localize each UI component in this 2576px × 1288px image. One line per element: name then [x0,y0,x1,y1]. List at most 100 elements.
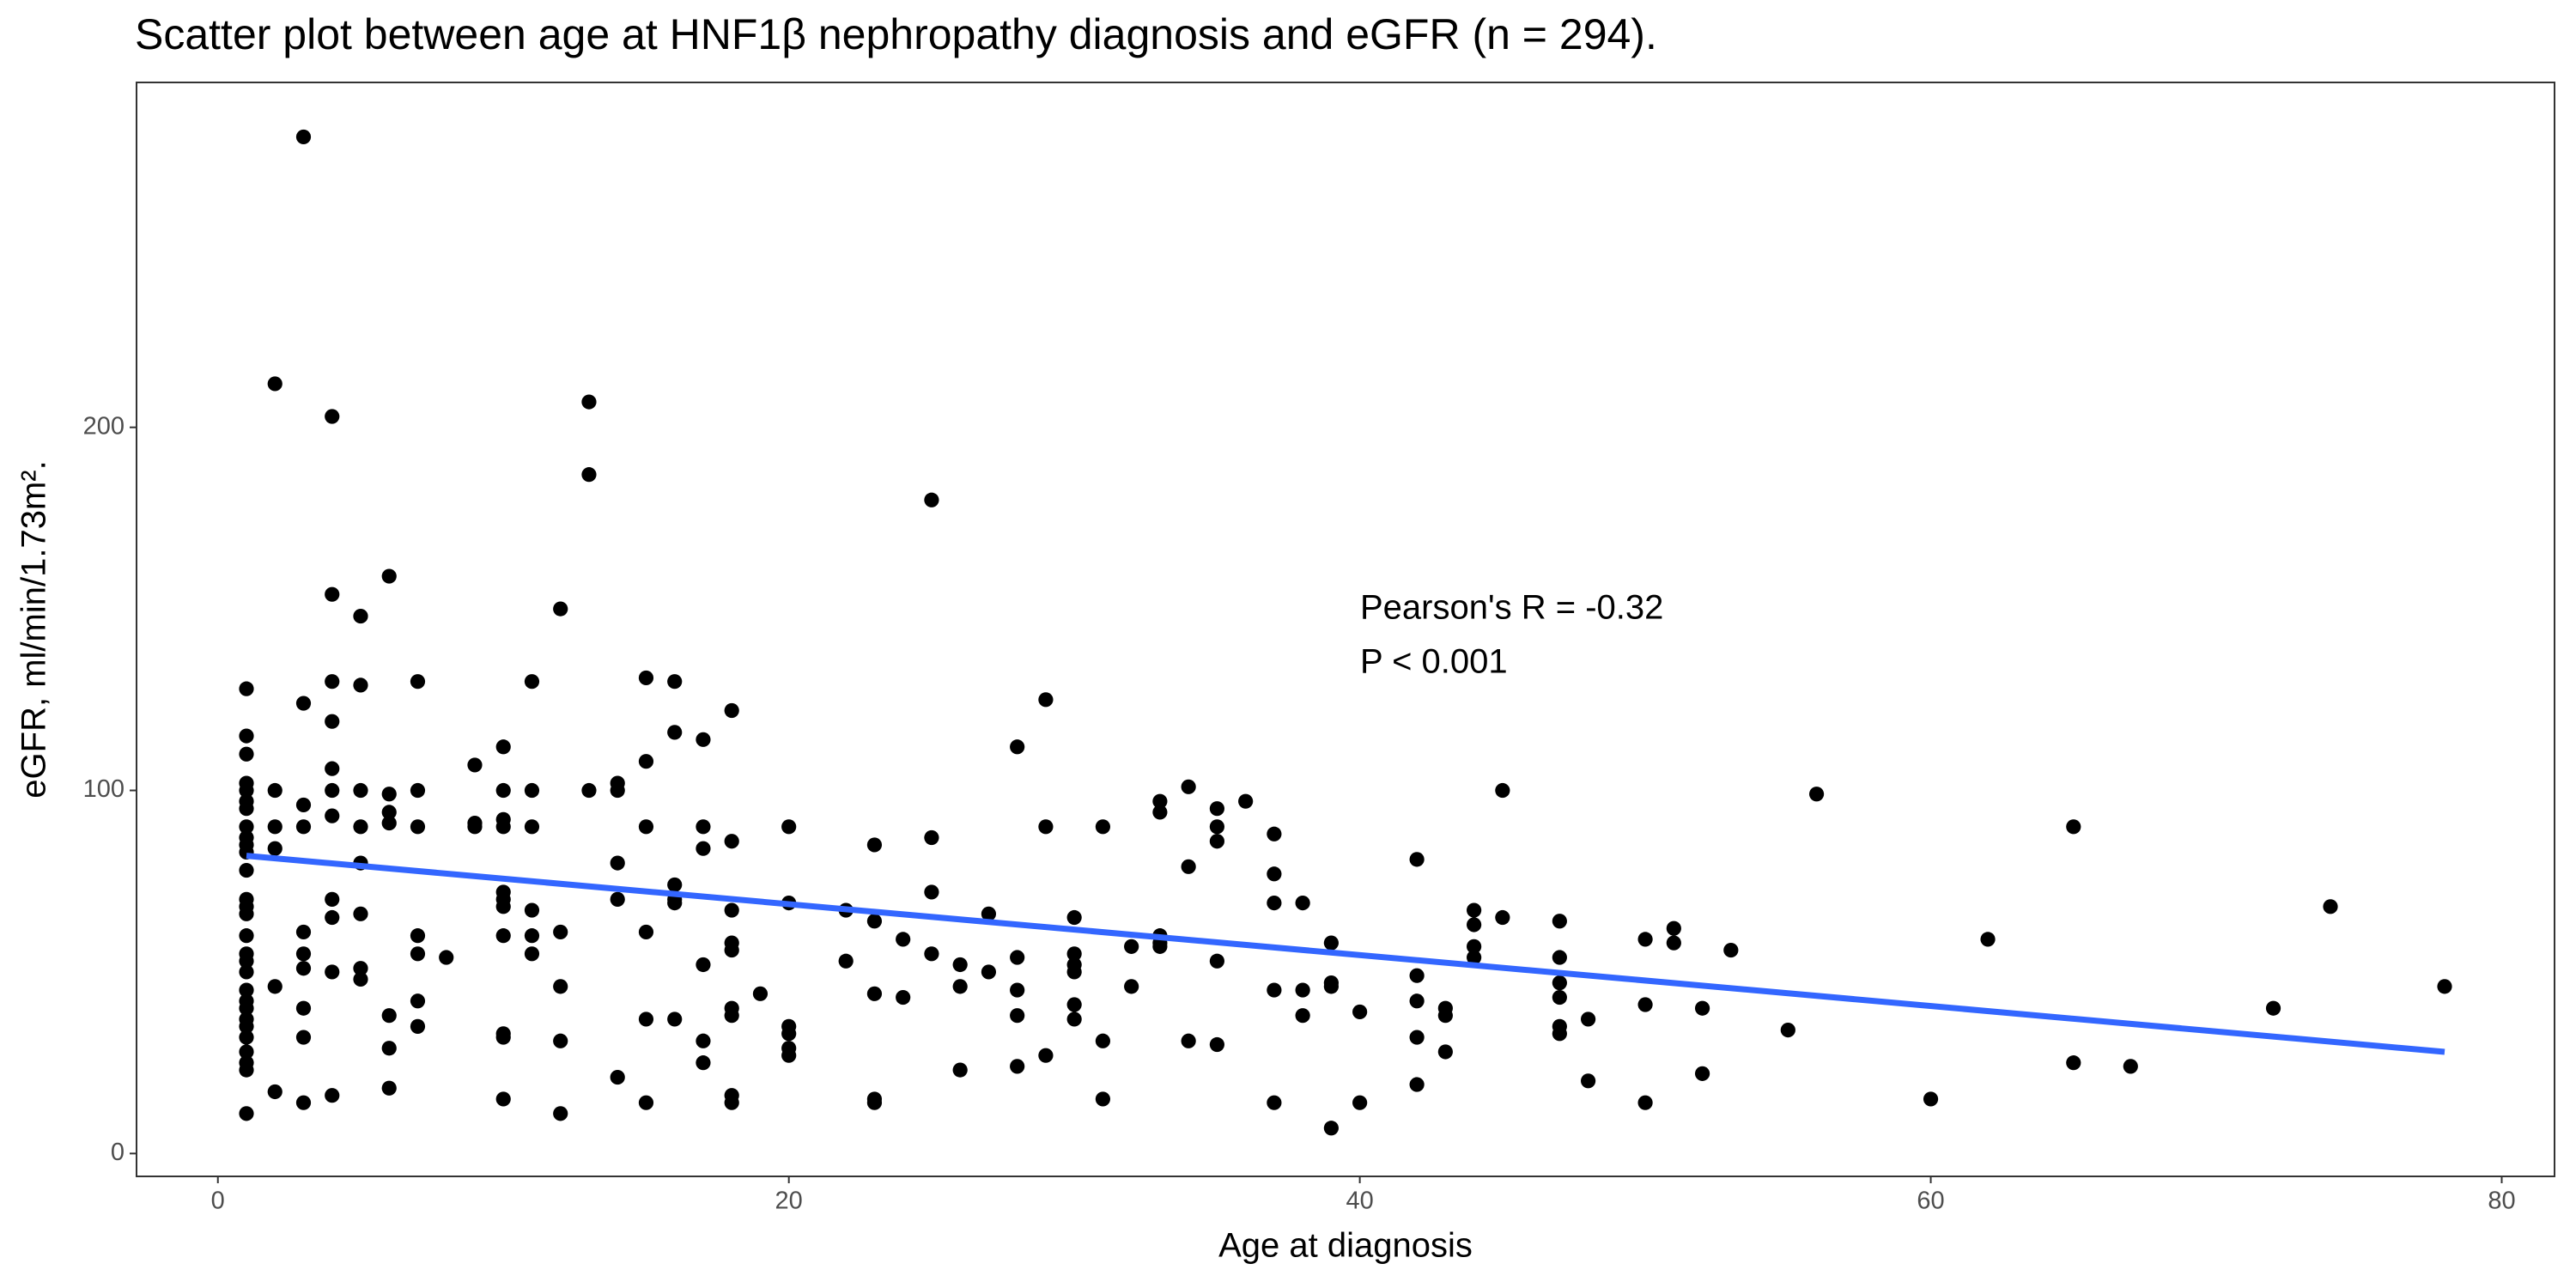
point [239,964,254,980]
point [553,1033,568,1048]
point [1409,852,1425,867]
point [724,942,739,958]
point [1637,1095,1653,1110]
point [1267,826,1282,841]
point [866,914,883,929]
point [696,841,711,856]
point [381,568,397,584]
point [610,855,625,871]
point [524,674,540,690]
point [1066,997,1082,1012]
point [1209,953,1224,969]
point [838,953,854,969]
point [1323,979,1339,994]
point [325,964,340,980]
point [1694,1066,1710,1081]
point [896,932,911,947]
point [295,924,312,940]
point [524,946,540,962]
point [952,1062,968,1078]
point [1181,859,1196,874]
point [1409,993,1425,1009]
point [325,674,340,690]
point [524,902,540,918]
point [696,1033,711,1048]
point [581,394,597,410]
point [239,801,254,817]
point [239,746,254,762]
point [1295,1008,1310,1024]
point [2123,1059,2138,1074]
point [467,757,483,773]
point [724,1008,739,1024]
point [1637,932,1653,947]
point [2066,1055,2081,1071]
point [1467,902,1482,918]
point [239,819,254,835]
y-tick-label: 100 [83,775,125,803]
point [638,670,654,686]
point [1010,982,1025,998]
point [381,787,397,802]
point [696,1055,711,1071]
point [1295,896,1310,911]
point [781,819,797,835]
point [1467,939,1482,954]
point [410,674,426,690]
point [553,601,568,617]
point [1066,1012,1082,1027]
point [1552,989,1567,1005]
point [267,376,283,392]
point [325,782,340,799]
point [524,928,540,944]
point [325,808,340,823]
point [524,819,540,835]
point [239,1030,254,1045]
point [239,982,254,998]
annotation: P < 0.001 [1360,643,1508,681]
annotation: Pearson's R = -0.32 [1360,589,1663,627]
point [1723,942,1739,958]
point [696,732,711,747]
point [239,1062,254,1078]
point [2437,979,2452,994]
point [1209,819,1224,835]
point [1637,997,1653,1012]
x-tick-label: 0 [211,1188,225,1215]
point [1238,793,1254,809]
point [610,1069,625,1085]
point [239,862,254,878]
point [1038,819,1054,835]
point [696,957,711,973]
point [239,1018,254,1034]
point [381,1008,397,1024]
point [781,1026,797,1042]
point [410,819,426,835]
x-tick-label: 40 [1346,1188,1373,1215]
point [381,1080,397,1096]
point [638,1095,654,1110]
point [353,819,368,835]
point [952,979,968,994]
point [924,492,939,507]
point [295,819,312,835]
point [866,986,883,1001]
point [752,986,769,1001]
point [1409,968,1425,983]
point [924,884,939,900]
point [1552,914,1567,929]
point [495,1091,511,1107]
point [410,782,426,799]
point [667,896,683,911]
point [1352,1095,1368,1110]
point [295,129,312,145]
point [467,819,483,835]
point [724,702,739,719]
point [1066,964,1082,980]
point [1495,909,1510,926]
point [439,950,454,965]
point [1980,932,1996,947]
point [239,1044,254,1060]
